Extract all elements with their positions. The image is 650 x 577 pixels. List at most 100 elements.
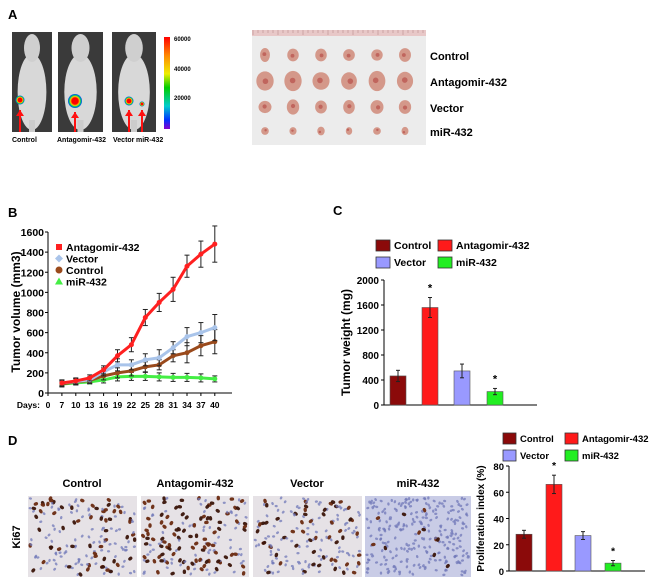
- ki67-positive-nucleus: [162, 524, 167, 529]
- nucleus: [146, 553, 150, 556]
- nucleus: [369, 520, 373, 524]
- nucleus: [45, 561, 49, 565]
- ki67-positive-nucleus: [182, 569, 187, 575]
- nucleus: [421, 537, 424, 541]
- nucleus: [293, 513, 296, 517]
- nucleus: [120, 546, 124, 550]
- nucleus: [148, 550, 152, 554]
- nucleus: [458, 545, 462, 548]
- ki67-positive-nucleus: [146, 499, 152, 503]
- data-point: [128, 362, 134, 368]
- data-point: [142, 357, 148, 363]
- nucleus: [358, 513, 361, 517]
- nucleus: [453, 521, 457, 526]
- ki67-positive-nucleus: [233, 552, 238, 556]
- nucleus: [274, 504, 278, 508]
- nucleus: [229, 546, 232, 550]
- ki67-positive-nucleus: [206, 542, 211, 547]
- nucleus: [120, 505, 124, 509]
- nucleus: [369, 534, 373, 538]
- nucleus: [127, 540, 130, 544]
- ki67-positive-nucleus: [242, 527, 247, 532]
- nucleus: [346, 567, 349, 571]
- nucleus: [423, 546, 427, 549]
- data-point: [115, 370, 120, 376]
- ki67-positive-nucleus: [112, 558, 116, 564]
- data-point: [73, 378, 79, 384]
- nucleus: [208, 548, 212, 552]
- nucleus: [335, 504, 339, 508]
- nucleus: [213, 541, 217, 545]
- nucleus: [428, 545, 432, 549]
- nucleus: [199, 502, 203, 506]
- nucleus: [305, 545, 309, 548]
- nucleus: [314, 530, 318, 534]
- colorbar-tick: 20000: [174, 96, 191, 102]
- ki67-positive-nucleus: [202, 563, 207, 569]
- nucleus: [213, 571, 217, 574]
- ki67-positive-nucleus: [94, 506, 99, 511]
- nucleus: [366, 506, 370, 510]
- image-header: miR-432: [397, 478, 440, 490]
- ki67-positive-nucleus: [103, 528, 109, 533]
- nucleus: [44, 536, 48, 539]
- nucleus: [429, 554, 433, 558]
- nucleus: [324, 529, 328, 533]
- ki67-positive-nucleus: [31, 506, 37, 511]
- legend-label: Control: [66, 265, 103, 277]
- nucleus: [404, 505, 407, 510]
- nucleus: [197, 497, 201, 501]
- nucleus: [148, 543, 152, 547]
- x-tick-label: 7: [60, 400, 65, 410]
- nucleus: [382, 527, 386, 531]
- ki67-positive-nucleus: [48, 545, 54, 549]
- nucleus: [404, 500, 407, 504]
- nucleus: [28, 506, 32, 510]
- ki67-positive-nucleus: [41, 560, 46, 565]
- nucleus: [399, 560, 403, 563]
- tumor-detail: [262, 78, 269, 85]
- ki67-positive-nucleus: [159, 520, 164, 525]
- data-point: [115, 353, 120, 359]
- legend-label: miR-432: [456, 257, 497, 269]
- ki67-positive-nucleus: [86, 567, 90, 572]
- ki67-positive-nucleus: [348, 517, 353, 522]
- nucleus: [142, 558, 146, 562]
- nucleus: [443, 499, 447, 503]
- nucleus: [194, 553, 197, 557]
- nucleus: [291, 566, 295, 571]
- nucleus: [113, 542, 117, 545]
- nucleus: [377, 526, 381, 530]
- ki67-positive-nucleus: [128, 556, 133, 561]
- nucleus: [234, 513, 238, 517]
- nucleus: [276, 548, 280, 552]
- nucleus: [409, 500, 413, 504]
- nucleus: [394, 554, 398, 558]
- nucleus: [281, 510, 285, 514]
- tumor-detail: [262, 52, 267, 57]
- nucleus: [320, 538, 323, 542]
- tumor: [345, 127, 353, 135]
- nucleus: [226, 510, 229, 514]
- nucleus: [59, 516, 63, 520]
- nucleus: [460, 573, 464, 577]
- nucleus: [414, 532, 418, 536]
- nucleus: [357, 510, 360, 514]
- legend-swatch: [564, 449, 579, 462]
- y-tick-label: 200: [26, 368, 44, 380]
- nucleus: [50, 539, 54, 543]
- ki67-positive-nucleus: [72, 520, 77, 525]
- ki67-positive-nucleus: [313, 535, 318, 541]
- nucleus: [351, 531, 355, 535]
- ki67-positive-nucleus: [128, 519, 132, 524]
- ki67-positive-nucleus: [229, 497, 235, 501]
- ki67-positive-nucleus: [46, 501, 50, 507]
- ki67-positive-nucleus: [317, 563, 322, 568]
- significance-star: *: [611, 546, 616, 558]
- nucleus: [354, 526, 358, 530]
- nucleus: [297, 506, 301, 510]
- nucleus: [283, 500, 287, 504]
- ki67-positive-nucleus: [66, 565, 72, 569]
- legend-label: Control: [394, 240, 431, 252]
- tumor-detail: [346, 53, 351, 58]
